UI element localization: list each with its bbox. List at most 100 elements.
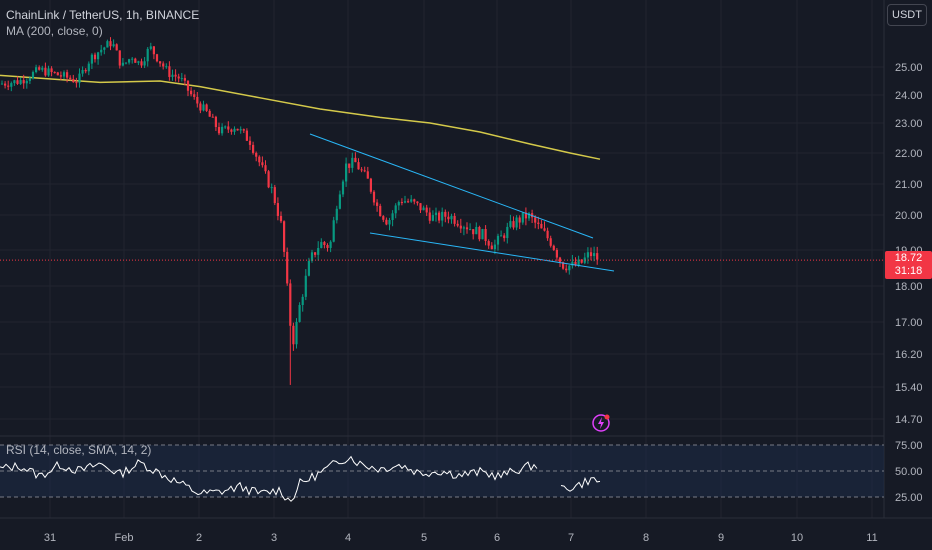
- candle-body: [109, 41, 112, 47]
- candle-body: [174, 74, 177, 77]
- candle-body: [360, 169, 363, 171]
- candle-body: [571, 261, 574, 266]
- price-tick-label: 15.40: [895, 382, 923, 394]
- candle-body: [391, 213, 394, 221]
- candle-body: [146, 48, 149, 62]
- candle-body: [140, 61, 143, 66]
- currency-button[interactable]: USDT: [887, 4, 927, 26]
- candle-body: [317, 248, 320, 255]
- candle-body: [165, 66, 168, 68]
- time-tick-label: 3: [271, 532, 277, 544]
- upper-trendline: [309, 133, 594, 239]
- candle-body: [456, 223, 459, 226]
- candle-body: [428, 212, 431, 221]
- candle-body: [447, 216, 450, 220]
- candle-body: [261, 162, 264, 166]
- candle-body: [128, 59, 131, 63]
- candle-body: [565, 268, 568, 271]
- candle-body: [385, 219, 388, 225]
- candle-body: [59, 75, 62, 77]
- price-tick-label: 20.00: [895, 210, 923, 222]
- time-tick-label: 2: [196, 532, 202, 544]
- candle-body: [546, 230, 549, 239]
- candle-body: [258, 156, 261, 163]
- candle-body: [22, 80, 25, 84]
- time-tick-label: 10: [791, 532, 803, 544]
- candle-body: [190, 90, 193, 95]
- candle-body: [462, 227, 465, 229]
- candle-body: [524, 212, 527, 219]
- candle-body: [273, 187, 276, 204]
- candle-body: [403, 201, 407, 203]
- price-tick-label: 23.00: [895, 118, 923, 130]
- candle-body: [397, 202, 400, 206]
- candle-body: [410, 199, 413, 202]
- candle-body: [159, 61, 162, 64]
- candle-body: [81, 69, 84, 74]
- symbol-title[interactable]: ChainLink / TetherUS, 1h, BINANCE: [6, 8, 200, 22]
- candle-body: [193, 94, 196, 97]
- time-tick-label: 7: [568, 532, 574, 544]
- candle-body: [186, 80, 190, 91]
- last-price-value: 18.72: [894, 252, 923, 264]
- time-tick-label: 5: [421, 532, 427, 544]
- candle-body: [103, 47, 106, 50]
- candle-body: [490, 245, 493, 250]
- candle-body: [366, 171, 369, 179]
- ma-polyline: [0, 74, 601, 160]
- rsi-axis[interactable]: 75.00 50.00 25.00: [895, 440, 923, 504]
- candle-body: [434, 212, 438, 216]
- candle-body: [69, 77, 72, 80]
- candle-body: [227, 126, 230, 130]
- candle-body: [465, 227, 469, 230]
- ma-legend[interactable]: MA (200, close, 0): [6, 24, 103, 38]
- candle-body: [419, 203, 422, 211]
- candle-body: [183, 78, 186, 81]
- candle-body: [205, 104, 208, 111]
- candle-body: [543, 228, 546, 231]
- candle-body: [149, 46, 152, 49]
- candle-body: [13, 80, 16, 84]
- rsi-tick-label: 75.00: [895, 440, 923, 452]
- candle-body: [62, 72, 66, 77]
- lightning-bolt-icon[interactable]: [591, 413, 611, 433]
- candle-body: [242, 129, 245, 131]
- candle-body: [512, 221, 515, 228]
- candle-body: [7, 85, 10, 87]
- candle-body: [558, 257, 562, 263]
- candle-body: [270, 187, 273, 189]
- time-tick-label: 11: [866, 532, 877, 544]
- candles: [0, 37, 599, 385]
- candle-body: [431, 215, 434, 221]
- candle-body: [16, 80, 19, 84]
- candle-body: [292, 325, 295, 345]
- candle-body: [199, 103, 202, 111]
- price-tick-label: 14.70: [895, 414, 923, 426]
- price-tick-label: 21.00: [895, 179, 923, 191]
- time-tick-label: 31: [44, 532, 56, 544]
- wedge-trendlines[interactable]: [0, 133, 884, 272]
- candle-body: [202, 104, 205, 111]
- lower-trendline: [369, 232, 615, 272]
- candle-body: [25, 80, 28, 84]
- candle-body: [168, 66, 171, 77]
- candle-body: [487, 241, 490, 246]
- rsi-polyline-tail: [560, 477, 601, 492]
- candle-body: [124, 62, 128, 64]
- candle-body: [537, 222, 540, 224]
- candle-body: [326, 244, 329, 248]
- candle-body: [233, 128, 236, 132]
- price-tick-label: 24.00: [895, 90, 923, 102]
- candle-body: [211, 116, 214, 118]
- rsi-polyline: [0, 455, 538, 502]
- candle-body: [106, 41, 109, 48]
- time-tick-label: 6: [494, 532, 500, 544]
- candle-body: [255, 152, 258, 157]
- rsi-legend[interactable]: RSI (14, close, SMA, 14, 2): [6, 443, 152, 457]
- candle-body: [239, 129, 242, 131]
- candle-body: [100, 49, 103, 53]
- candle-body: [425, 207, 428, 213]
- time-axis[interactable]: 31 Feb 2 3 4 5 6 7 8 9 10 11: [44, 532, 878, 544]
- candle-body: [44, 67, 47, 76]
